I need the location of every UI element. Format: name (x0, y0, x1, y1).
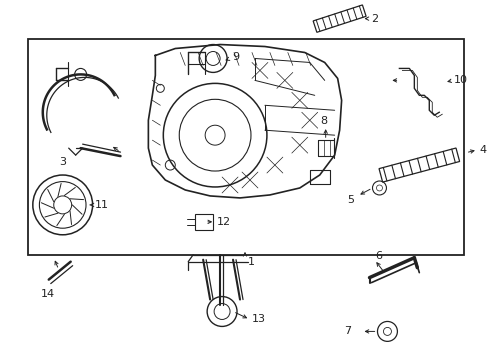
Text: 11: 11 (95, 200, 109, 210)
Text: 12: 12 (217, 217, 231, 227)
Text: 5: 5 (347, 195, 355, 205)
Text: 10: 10 (454, 75, 468, 85)
Text: 14: 14 (41, 289, 55, 298)
Text: 8: 8 (321, 116, 328, 126)
Text: 2: 2 (371, 14, 379, 24)
Text: 4: 4 (480, 145, 487, 155)
Bar (195, 214, 213, 230)
Text: 1: 1 (248, 257, 255, 267)
Text: 9: 9 (232, 53, 239, 63)
Text: 3: 3 (59, 157, 66, 167)
Text: 7: 7 (344, 327, 352, 336)
Text: 6: 6 (375, 251, 383, 261)
Bar (28, 39, 464, 255)
Text: 13: 13 (252, 314, 266, 324)
